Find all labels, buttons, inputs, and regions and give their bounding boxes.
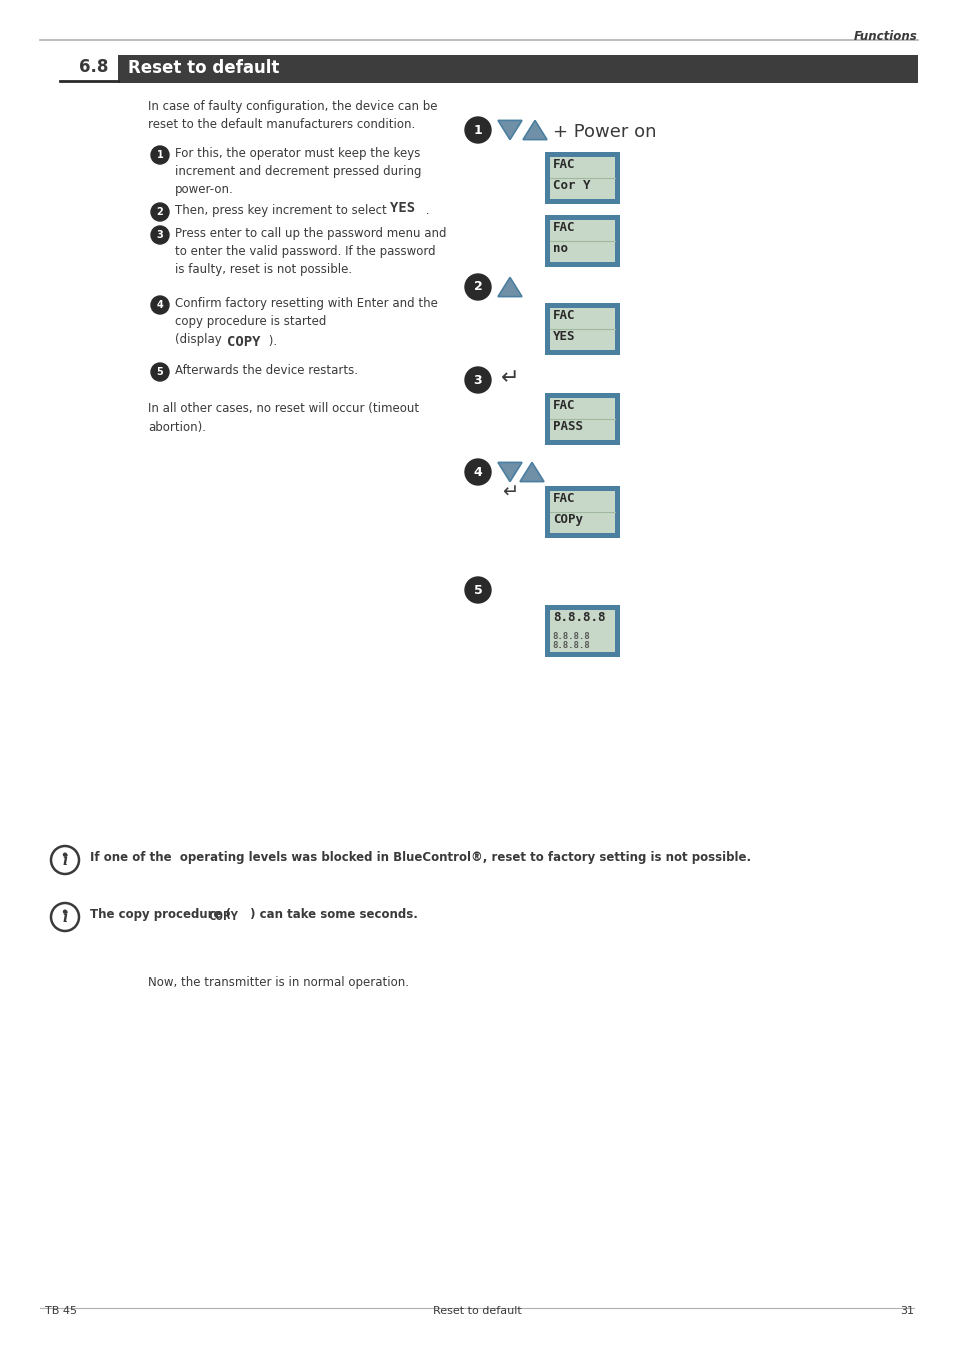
Text: YES: YES	[390, 201, 415, 215]
Text: In all other cases, no reset will occur (timeout
abortion).: In all other cases, no reset will occur …	[148, 402, 418, 433]
Text: COPY: COPY	[227, 335, 260, 350]
Text: FAC: FAC	[553, 491, 575, 505]
Text: .: .	[421, 204, 429, 217]
Text: + Power on: + Power on	[553, 123, 656, 140]
Text: 3: 3	[156, 230, 163, 240]
Circle shape	[64, 910, 67, 913]
Text: If one of the  operating levels was blocked in BlueControl®, reset to factory se: If one of the operating levels was block…	[90, 850, 750, 864]
FancyBboxPatch shape	[544, 605, 619, 657]
Text: 2: 2	[473, 281, 482, 293]
Circle shape	[464, 576, 491, 603]
Text: Functions: Functions	[853, 30, 917, 43]
Circle shape	[464, 367, 491, 393]
Polygon shape	[497, 277, 521, 297]
Polygon shape	[497, 463, 521, 482]
FancyBboxPatch shape	[550, 491, 615, 533]
Text: 31: 31	[899, 1305, 913, 1316]
Text: Press enter to call up the password menu and
to enter the valid password. If the: Press enter to call up the password menu…	[174, 227, 446, 275]
Text: Reset to default: Reset to default	[432, 1305, 521, 1316]
Circle shape	[151, 296, 169, 315]
Text: FAC: FAC	[553, 158, 575, 171]
FancyBboxPatch shape	[544, 393, 619, 446]
Text: TB 45: TB 45	[45, 1305, 77, 1316]
Text: 4: 4	[156, 300, 163, 310]
FancyBboxPatch shape	[550, 610, 615, 652]
FancyBboxPatch shape	[550, 220, 615, 262]
Text: 3: 3	[474, 374, 482, 386]
Text: Cor Y: Cor Y	[553, 180, 590, 192]
Circle shape	[64, 853, 67, 856]
Circle shape	[464, 117, 491, 143]
Text: Confirm factory resetting with Enter and the
copy procedure is started
(display: Confirm factory resetting with Enter and…	[174, 297, 437, 346]
Text: YES: YES	[553, 329, 575, 343]
Text: FAC: FAC	[553, 400, 575, 412]
Circle shape	[151, 363, 169, 381]
FancyBboxPatch shape	[550, 398, 615, 440]
Polygon shape	[522, 120, 546, 139]
Text: Reset to default: Reset to default	[128, 59, 279, 77]
Text: 2: 2	[156, 207, 163, 217]
Circle shape	[151, 146, 169, 163]
Text: Afterwards the device restarts.: Afterwards the device restarts.	[174, 364, 357, 377]
Text: In case of faulty configuration, the device can be
reset to the default manufact: In case of faulty configuration, the dev…	[148, 100, 437, 131]
Text: 5: 5	[473, 583, 482, 597]
Text: 4: 4	[473, 466, 482, 478]
Text: PASS: PASS	[553, 420, 582, 433]
Circle shape	[151, 202, 169, 221]
Text: i: i	[62, 855, 68, 868]
Polygon shape	[519, 463, 543, 482]
Text: 8.8.8.8: 8.8.8.8	[553, 612, 605, 624]
FancyBboxPatch shape	[118, 55, 917, 82]
Text: FAC: FAC	[553, 309, 575, 323]
Text: For this, the operator must keep the keys
increment and decrement pressed during: For this, the operator must keep the key…	[174, 147, 421, 196]
Text: no: no	[553, 242, 567, 255]
Text: FAC: FAC	[553, 221, 575, 234]
Text: 5: 5	[156, 367, 163, 377]
Text: 8.8.8.8: 8.8.8.8	[552, 632, 589, 641]
Text: ↵: ↵	[500, 369, 518, 387]
FancyBboxPatch shape	[544, 302, 619, 355]
Text: 1: 1	[473, 123, 482, 136]
FancyBboxPatch shape	[550, 157, 615, 198]
Text: COPY: COPY	[208, 910, 237, 923]
Text: Then, press key increment to select: Then, press key increment to select	[174, 204, 390, 217]
Text: ) can take some seconds.: ) can take some seconds.	[246, 909, 417, 921]
Text: i: i	[62, 911, 68, 925]
Text: 1: 1	[156, 150, 163, 161]
Text: 6.8: 6.8	[78, 58, 108, 76]
Text: 8.8.8.8: 8.8.8.8	[552, 641, 589, 649]
Text: The copy procedure (: The copy procedure (	[90, 909, 234, 921]
FancyBboxPatch shape	[544, 215, 619, 267]
Text: COPy: COPy	[553, 513, 582, 526]
Circle shape	[151, 225, 169, 244]
Polygon shape	[497, 120, 521, 139]
FancyBboxPatch shape	[550, 308, 615, 350]
Text: Now, the transmitter is in normal operation.: Now, the transmitter is in normal operat…	[148, 976, 409, 990]
FancyBboxPatch shape	[544, 486, 619, 539]
Text: ↵: ↵	[501, 482, 517, 501]
Circle shape	[464, 459, 491, 485]
FancyBboxPatch shape	[544, 153, 619, 204]
Text: ).: ).	[265, 335, 276, 348]
Circle shape	[464, 274, 491, 300]
